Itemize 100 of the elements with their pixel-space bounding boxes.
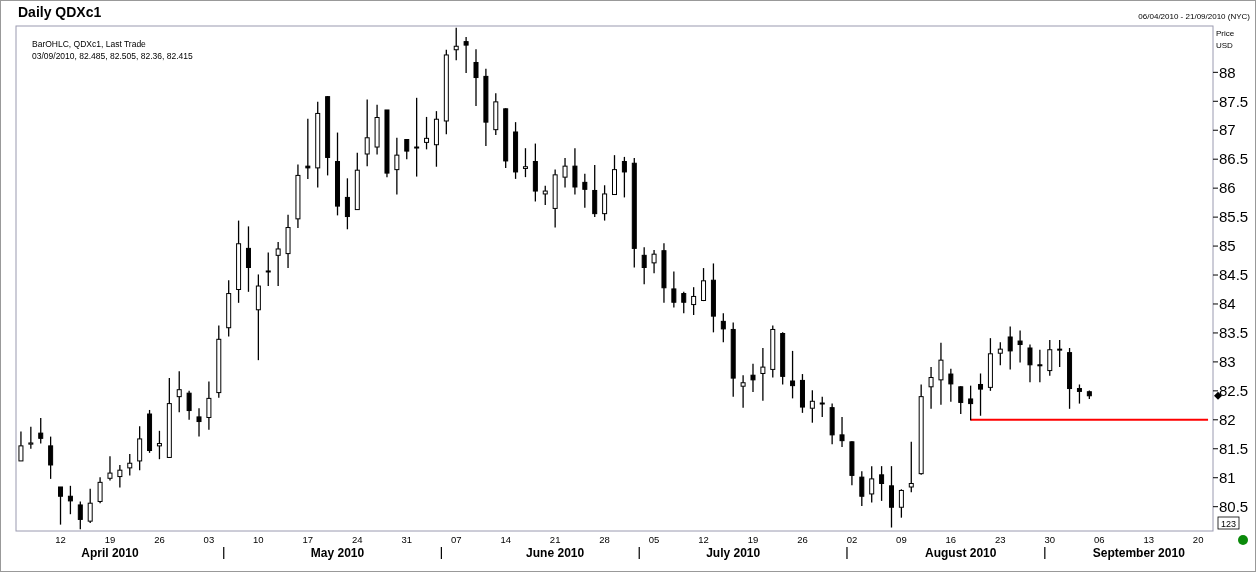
candlestick bbox=[522, 147, 528, 178]
y-tick-label: 86.5 bbox=[1219, 150, 1249, 168]
annotation: BarOHLC, QDXc1, Last Trade bbox=[32, 39, 147, 49]
candlestick bbox=[602, 184, 608, 222]
x-tick-label: 20 bbox=[1192, 534, 1204, 545]
candlestick bbox=[908, 441, 914, 493]
x-tick-label: 26 bbox=[154, 534, 165, 545]
candlestick bbox=[473, 48, 479, 107]
chart-subtitle: 06/04/2010 - 21/09/2010 (NYC) bbox=[1138, 12, 1251, 21]
y-tick-label: 87 bbox=[1219, 121, 1236, 139]
y-tick-label: 82.5 bbox=[1219, 382, 1249, 400]
candlestick bbox=[839, 416, 845, 448]
candlestick bbox=[275, 241, 281, 287]
candlestick bbox=[898, 488, 904, 519]
candlestick bbox=[87, 488, 93, 524]
candlestick bbox=[1007, 325, 1013, 371]
candlestick bbox=[859, 470, 865, 507]
candlestick bbox=[691, 286, 697, 316]
candlestick bbox=[819, 395, 825, 418]
x-tick-label: 21 June 2010 bbox=[526, 534, 585, 560]
x-tick-label: 26 bbox=[797, 534, 808, 545]
candlestick bbox=[394, 137, 400, 196]
x-tick-label: 12 bbox=[698, 534, 709, 545]
candlestick bbox=[1057, 339, 1063, 368]
candlestick bbox=[245, 225, 251, 293]
y-tick-label: 85.5 bbox=[1219, 208, 1249, 226]
candlestick bbox=[176, 370, 182, 413]
candlestick bbox=[1076, 383, 1082, 405]
candlestick bbox=[978, 372, 984, 417]
candlestick bbox=[463, 36, 469, 74]
candlestick bbox=[701, 267, 707, 302]
y-tick-label: 85 bbox=[1219, 237, 1236, 255]
candlestick bbox=[928, 366, 934, 410]
x-tick-label: 06 bbox=[1093, 534, 1105, 545]
candlestick bbox=[67, 485, 73, 515]
y-tick-label: 84.5 bbox=[1219, 266, 1249, 284]
candlestick bbox=[1037, 349, 1043, 383]
x-tick-label: 17 bbox=[302, 534, 314, 545]
candlestick bbox=[750, 362, 756, 393]
candlestick bbox=[582, 173, 588, 209]
candlestick bbox=[255, 273, 261, 361]
y-tick-label: 86 bbox=[1219, 179, 1236, 197]
candlestick bbox=[107, 455, 113, 482]
candlestick bbox=[58, 486, 64, 526]
candlestick bbox=[948, 368, 954, 403]
candlestick bbox=[809, 389, 815, 424]
candlestick bbox=[938, 342, 944, 406]
x-tick-label: 24 bbox=[352, 534, 363, 545]
y-tick-label: 80.5 bbox=[1219, 497, 1249, 515]
candlestick bbox=[414, 97, 420, 178]
candlestick bbox=[1047, 339, 1053, 377]
candlestick bbox=[542, 185, 548, 206]
candlestick bbox=[1027, 343, 1033, 383]
candlestick bbox=[968, 384, 974, 422]
candlestick bbox=[77, 500, 83, 530]
candlestick bbox=[621, 156, 627, 199]
x-tick-label: August 2010 bbox=[925, 546, 997, 560]
x-tick-label: September 2010 bbox=[1092, 546, 1186, 560]
candlestick bbox=[28, 426, 34, 450]
candlestick bbox=[592, 164, 598, 218]
candlestick bbox=[305, 118, 311, 180]
x-tick-label: 07 bbox=[450, 534, 462, 545]
candlestick bbox=[671, 270, 677, 309]
candlestick bbox=[681, 291, 687, 314]
candlestick bbox=[186, 390, 192, 421]
y-tick-label: 88 bbox=[1219, 63, 1236, 81]
candlestick bbox=[344, 177, 350, 230]
x-tick-label: 16 bbox=[945, 534, 957, 545]
candlestick bbox=[740, 374, 746, 409]
x-tick-label: 13 bbox=[1143, 534, 1154, 545]
number-box-icon: 123 bbox=[1217, 516, 1240, 530]
x-tick-label: 12 bbox=[55, 534, 66, 545]
y-axis-title: Price USD bbox=[1216, 29, 1235, 50]
candlestick bbox=[997, 341, 1003, 367]
candlestick bbox=[156, 430, 162, 460]
candlestick bbox=[196, 407, 202, 438]
candlestick bbox=[869, 465, 875, 504]
x-tick-label: 02 bbox=[846, 534, 858, 545]
candlestick bbox=[48, 435, 54, 480]
candlestick bbox=[404, 138, 410, 160]
candlestick bbox=[572, 147, 578, 196]
y-tick-label: 82 bbox=[1219, 411, 1236, 429]
candlestick bbox=[18, 430, 24, 462]
y-tick-label: 83 bbox=[1219, 353, 1236, 371]
candlestick bbox=[562, 157, 568, 189]
x-tick-label: 19 bbox=[747, 534, 759, 545]
candlestick bbox=[127, 453, 133, 477]
x-tick-label: 30 bbox=[1044, 534, 1056, 545]
x-tick-label: 03 bbox=[203, 534, 215, 545]
candlestick bbox=[453, 27, 459, 61]
y-tick-label: 83.5 bbox=[1219, 324, 1249, 342]
candlestick bbox=[958, 385, 964, 415]
candlestick bbox=[137, 425, 143, 471]
x-tick-label: May 2010 bbox=[310, 546, 365, 560]
y-tick-label: 87.5 bbox=[1219, 92, 1249, 110]
annotation: 03/09/2010, 82.485, 82.505, 82.36, 82.415 bbox=[32, 51, 193, 61]
candlestick bbox=[651, 249, 657, 274]
chart-title: Daily QDXc1 bbox=[18, 4, 102, 20]
y-tick-label: 81 bbox=[1219, 468, 1236, 486]
x-tick-label: July 2010 bbox=[706, 546, 761, 560]
